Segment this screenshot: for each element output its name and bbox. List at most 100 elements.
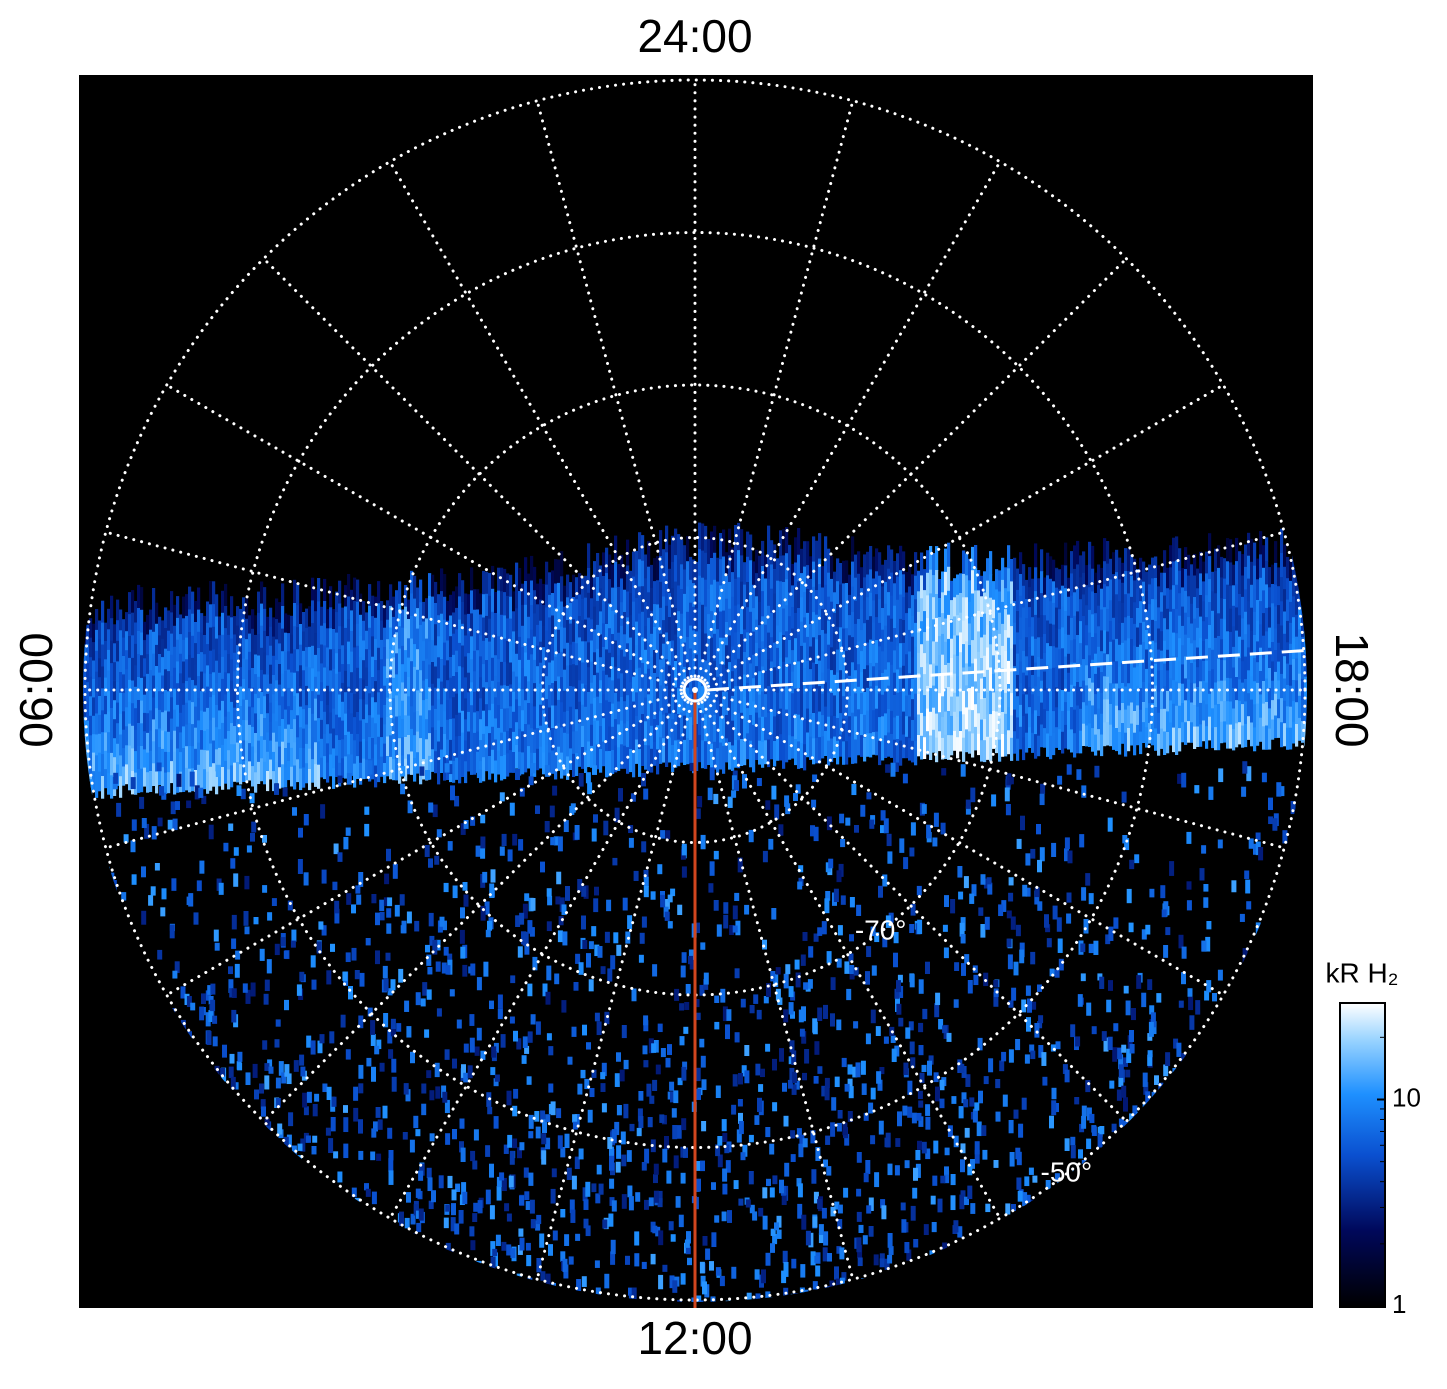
aurora-pixel	[620, 720, 624, 746]
aurora-pixel	[1008, 1120, 1014, 1134]
aurora-pixel	[905, 654, 909, 676]
aurora-pixel	[854, 716, 858, 741]
aurora-pixel	[596, 672, 600, 698]
aurora-pixel	[590, 703, 594, 726]
aurora-pixel	[1262, 567, 1266, 592]
aurora-pixel	[557, 582, 561, 608]
aurora-pixel	[884, 713, 888, 737]
aurora-pixel	[254, 733, 258, 754]
aurora-pixel	[1067, 691, 1071, 712]
aurora-pixel	[212, 740, 216, 764]
aurora-pixel	[821, 715, 825, 738]
aurora-pixel	[245, 1072, 251, 1086]
aurora-pixel	[788, 616, 792, 641]
aurora-pixel	[377, 736, 381, 760]
aurora-pixel	[155, 771, 159, 794]
aurora-pixel	[950, 580, 954, 601]
aurora-pixel	[95, 692, 99, 715]
aurora-pixel	[960, 1143, 966, 1154]
aurora-pixel	[970, 1203, 976, 1214]
aurora-pixel	[89, 696, 93, 717]
aurora-pixel	[1208, 716, 1212, 741]
aurora-pixel	[557, 1135, 563, 1149]
aurora-pixel	[1082, 594, 1086, 617]
aurora-pixel	[860, 630, 864, 652]
aurora-pixel	[338, 649, 342, 673]
aurora-pixel	[800, 548, 804, 574]
aurora-pixel	[931, 1222, 937, 1233]
aurora-pixel	[134, 665, 138, 688]
aurora-pixel	[773, 642, 777, 669]
aurora-pixel	[1118, 601, 1122, 624]
aurora-pixel	[1091, 682, 1095, 707]
aurora-pixel	[758, 555, 762, 580]
aurora-pixel	[356, 601, 360, 625]
aurora-pixel	[1106, 541, 1110, 565]
aurora-pixel	[477, 1200, 483, 1214]
aurora-pixel	[152, 675, 156, 699]
aurora-pixel	[1289, 601, 1293, 624]
aurora-pixel	[200, 730, 204, 751]
aurora-pixel	[578, 573, 582, 596]
aurora-pixel	[1127, 1035, 1133, 1049]
aurora-pixel	[1100, 651, 1104, 673]
aurora-pixel	[662, 643, 666, 669]
aurora-pixel	[119, 755, 123, 777]
aurora-pixel	[614, 1073, 620, 1087]
aurora-pixel	[615, 1161, 621, 1173]
aurora-pixel	[913, 1239, 919, 1248]
aurora-pixel	[188, 632, 192, 656]
aurora-pixel	[206, 750, 210, 773]
aurora-pixel	[1004, 713, 1008, 736]
aurora-pixel	[959, 691, 963, 713]
aurora-pixel	[161, 888, 167, 900]
aurora-pixel	[1115, 549, 1119, 573]
aurora-pixel	[488, 756, 492, 780]
aurora-pixel	[698, 1300, 704, 1302]
aurora-pixel	[434, 645, 438, 668]
aurora-pixel	[101, 710, 105, 733]
aurora-pixel	[950, 899, 956, 914]
aurora-pixel	[743, 741, 747, 766]
aurora-pixel	[1238, 594, 1242, 617]
aurora-pixel	[683, 593, 687, 619]
aurora-pixel	[365, 741, 369, 761]
aurora-pixel	[1097, 626, 1101, 648]
aurora-pixel	[92, 623, 96, 643]
aurora-pixel	[534, 1111, 540, 1122]
aurora-pixel	[122, 674, 126, 694]
aurora-pixel	[1043, 596, 1047, 616]
aurora-pixel	[743, 652, 747, 676]
aurora-pixel	[110, 595, 114, 619]
aurora-pixel	[284, 767, 288, 788]
aurora-pixel	[1028, 587, 1032, 608]
aurora-pixel	[113, 757, 117, 777]
aurora-pixel	[1118, 1076, 1124, 1088]
aurora-pixel	[914, 622, 918, 648]
aurora-pixel	[119, 672, 123, 694]
aurora-pixel	[245, 699, 249, 721]
aurora-pixel	[299, 644, 303, 667]
aurora-pixel	[518, 636, 522, 661]
aurora-pixel	[869, 592, 873, 617]
aurora-pixel	[1091, 659, 1095, 684]
aurora-pixel	[179, 673, 183, 694]
aurora-pixel	[869, 709, 873, 734]
aurora-pixel	[443, 619, 447, 644]
aurora-pixel	[935, 713, 939, 739]
aurora-pixel	[1292, 680, 1296, 702]
aurora-pixel	[200, 710, 204, 731]
aurora-pixel	[854, 693, 858, 718]
aurora-pixel	[284, 671, 288, 692]
aurora-pixel	[383, 705, 387, 726]
aurora-pixel	[410, 570, 414, 595]
aurora-pixel	[260, 736, 264, 760]
aurora-pixel	[521, 731, 525, 754]
aurora-pixel	[248, 688, 252, 708]
aurora-pixel	[1136, 627, 1140, 648]
aurora-pixel	[962, 573, 966, 599]
aurora-pixel	[935, 737, 939, 763]
aurora-pixel	[581, 662, 585, 685]
aurora-pixel	[413, 666, 417, 691]
aurora-pixel	[965, 707, 969, 731]
